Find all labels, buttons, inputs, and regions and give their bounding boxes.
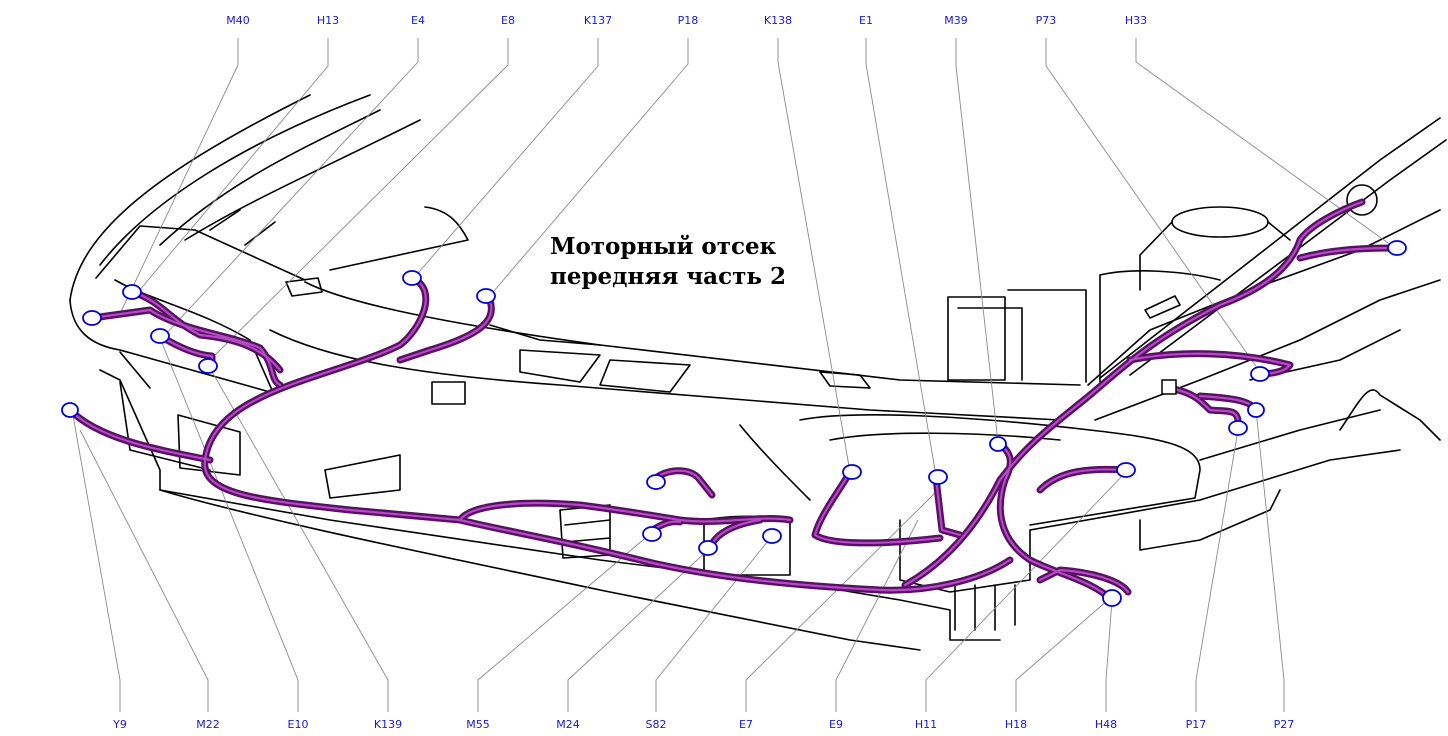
connector-p27 — [1247, 402, 1265, 418]
label-bottom: P27 — [1274, 718, 1295, 731]
diagram-title-line1: Моторный отсек — [550, 233, 777, 260]
connector-h13 — [122, 284, 142, 300]
connector-m55 — [642, 526, 662, 542]
connector-p17 — [1228, 420, 1248, 436]
connector-m40 — [82, 310, 102, 326]
label-bottom: P17 — [1186, 718, 1207, 731]
label-top: H33 — [1125, 14, 1147, 27]
wiring-harness-highlight — [68, 200, 1397, 602]
connector-e1 — [928, 469, 948, 485]
label-bottom: S82 — [646, 718, 667, 731]
connector-k139 — [198, 358, 218, 374]
leader-lines — [71, 38, 1396, 712]
connectors — [61, 240, 1407, 607]
connector-m24 — [698, 540, 718, 556]
car-body-outline — [69, 94, 1447, 651]
label-bottom: E7 — [739, 718, 753, 731]
label-bottom: H48 — [1095, 718, 1117, 731]
label-top: K137 — [584, 14, 612, 27]
label-bottom: H18 — [1005, 718, 1027, 731]
bottom-labels: Y9 M22 E10 K139 M55 M24 S82 E7 E9 H11 H1… — [112, 718, 1294, 731]
label-bottom: M55 — [466, 718, 490, 731]
label-top: E1 — [859, 14, 873, 27]
connector-k138 — [842, 464, 862, 480]
label-bottom: E9 — [829, 718, 843, 731]
label-bottom: M22 — [196, 718, 220, 731]
label-top: H13 — [317, 14, 339, 27]
label-bottom: E10 — [288, 718, 309, 731]
connector-h33 — [1387, 240, 1407, 256]
label-bottom: Y9 — [112, 718, 127, 731]
label-top: E4 — [411, 14, 425, 27]
top-labels: M40 H13 E4 E8 K137 P18 K138 E1 M39 P73 H… — [226, 14, 1147, 27]
connector-y9 — [61, 402, 79, 418]
label-top: M40 — [226, 14, 250, 27]
connector-h48 — [1102, 589, 1122, 607]
connector-h11 — [1116, 462, 1136, 478]
connector-m39 — [989, 436, 1007, 452]
connector-e10 — [150, 328, 170, 344]
label-bottom: H11 — [915, 718, 937, 731]
label-top: P18 — [678, 14, 699, 27]
label-top: M39 — [944, 14, 968, 27]
label-bottom: K139 — [374, 718, 402, 731]
label-top: E8 — [501, 14, 515, 27]
connector-s82 — [762, 528, 782, 544]
label-bottom: M24 — [556, 718, 580, 731]
grommet — [1161, 379, 1177, 395]
label-top: K138 — [764, 14, 792, 27]
diagram-title-line2: передняя часть 2 — [550, 263, 786, 290]
label-top: P73 — [1036, 14, 1057, 27]
connector-top-mid — [646, 474, 666, 490]
connector-p18 — [476, 288, 496, 304]
connector-k137 — [402, 270, 422, 286]
connector-p73 — [1250, 366, 1270, 382]
